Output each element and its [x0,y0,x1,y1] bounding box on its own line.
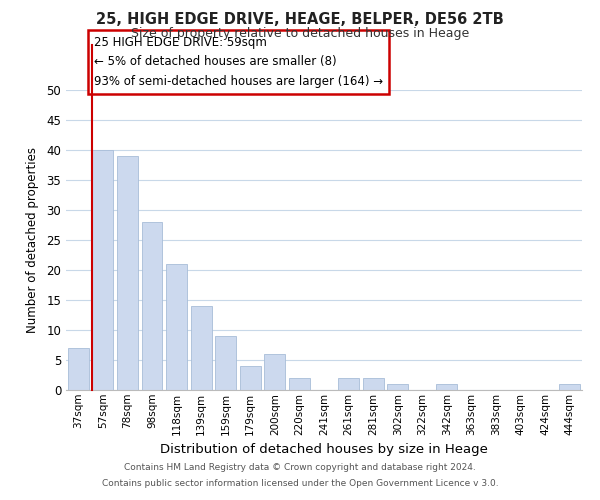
Bar [191,306,212,390]
Bar [166,264,187,390]
Bar [117,156,138,390]
Text: 25 HIGH EDGE DRIVE: 59sqm
← 5% of detached houses are smaller (8)
93% of semi-de: 25 HIGH EDGE DRIVE: 59sqm ← 5% of detach… [94,36,383,88]
X-axis label: Distribution of detached houses by size in Heage: Distribution of detached houses by size … [160,443,488,456]
Bar [215,336,236,390]
Bar [68,348,89,390]
Bar [142,222,163,390]
Bar [362,378,383,390]
Y-axis label: Number of detached properties: Number of detached properties [26,147,40,333]
Bar [338,378,359,390]
Bar [92,150,113,390]
Text: 25, HIGH EDGE DRIVE, HEAGE, BELPER, DE56 2TB: 25, HIGH EDGE DRIVE, HEAGE, BELPER, DE56… [96,12,504,28]
Bar [240,366,261,390]
Bar [265,354,286,390]
Bar [559,384,580,390]
Text: Contains HM Land Registry data © Crown copyright and database right 2024.: Contains HM Land Registry data © Crown c… [124,464,476,472]
Text: Size of property relative to detached houses in Heage: Size of property relative to detached ho… [131,28,469,40]
Bar [436,384,457,390]
Bar [387,384,408,390]
Text: Contains public sector information licensed under the Open Government Licence v : Contains public sector information licen… [101,478,499,488]
Bar [289,378,310,390]
